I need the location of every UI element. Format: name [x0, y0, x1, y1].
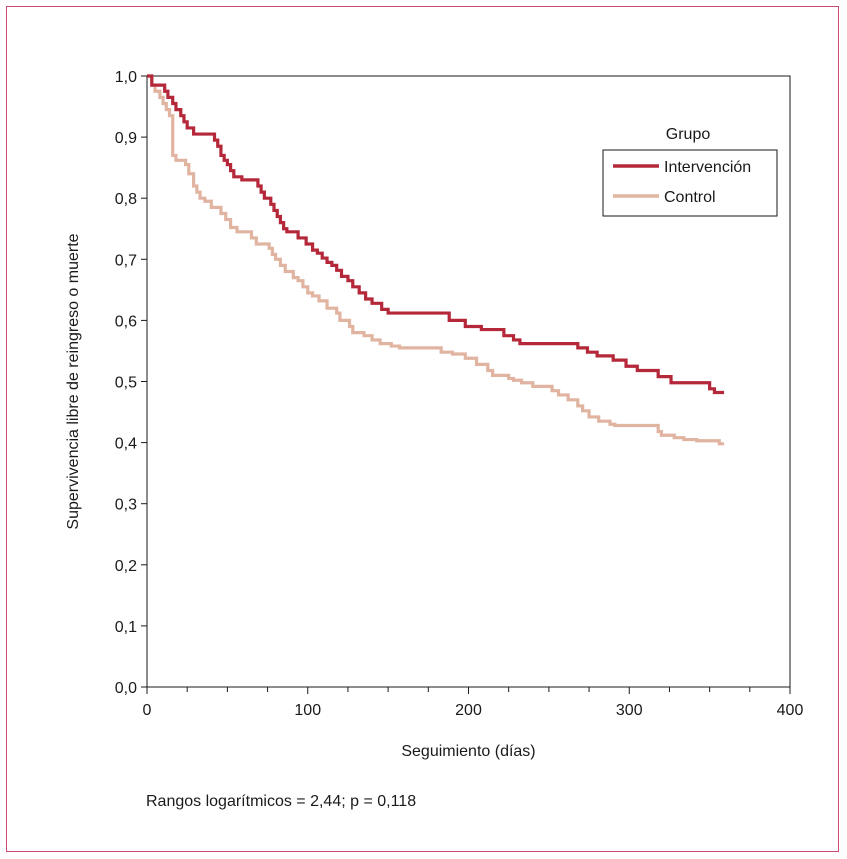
x-tick-label: 300 [616, 702, 643, 719]
x-tick-label: 200 [455, 702, 482, 719]
legend-label-control: Control [664, 189, 716, 206]
y-tick-label: 0,9 [115, 130, 137, 147]
x-axis-label: Seguimiento (días) [401, 743, 535, 760]
y-tick-label: 1,0 [115, 69, 137, 86]
x-tick-label: 0 [143, 702, 152, 719]
legend-label-intervencion: Intervención [664, 159, 751, 176]
series-layer [147, 74, 725, 446]
y-tick-label: 0,2 [115, 558, 137, 575]
y-axis-label: Supervivencia libre de reingreso o muert… [65, 233, 82, 529]
x-tick-label: 100 [294, 702, 321, 719]
legend-box [602, 149, 778, 217]
y-tick-label: 0,7 [115, 252, 137, 269]
y-tick-label: 0,5 [115, 375, 137, 392]
y-tick-label: 0,6 [115, 313, 137, 330]
chart-frame [6, 6, 839, 852]
legend: Grupo Intervención Control [602, 126, 778, 217]
log-rank-annotation: Rangos logarítmicos = 2,44; p = 0,118 [146, 793, 416, 810]
y-tick-label: 0,1 [115, 619, 137, 636]
y-tick-label: 0,8 [115, 191, 137, 208]
x-tick-label: 400 [777, 702, 804, 719]
y-tick-label: 0,4 [115, 436, 137, 453]
y-axis: 0,0 0,1 0,2 0,3 0,4 0,5 0,6 0,7 0,8 0,9 1,0 [115, 69, 147, 697]
y-tick-label: 0,0 [115, 680, 137, 697]
x-axis: 0 100 200 300 400 [143, 687, 804, 719]
y-tick-label: 0,3 [115, 497, 137, 514]
series-line-control [147, 74, 725, 446]
legend-title: Grupo [666, 126, 711, 143]
series-line-intervencion [147, 74, 725, 395]
